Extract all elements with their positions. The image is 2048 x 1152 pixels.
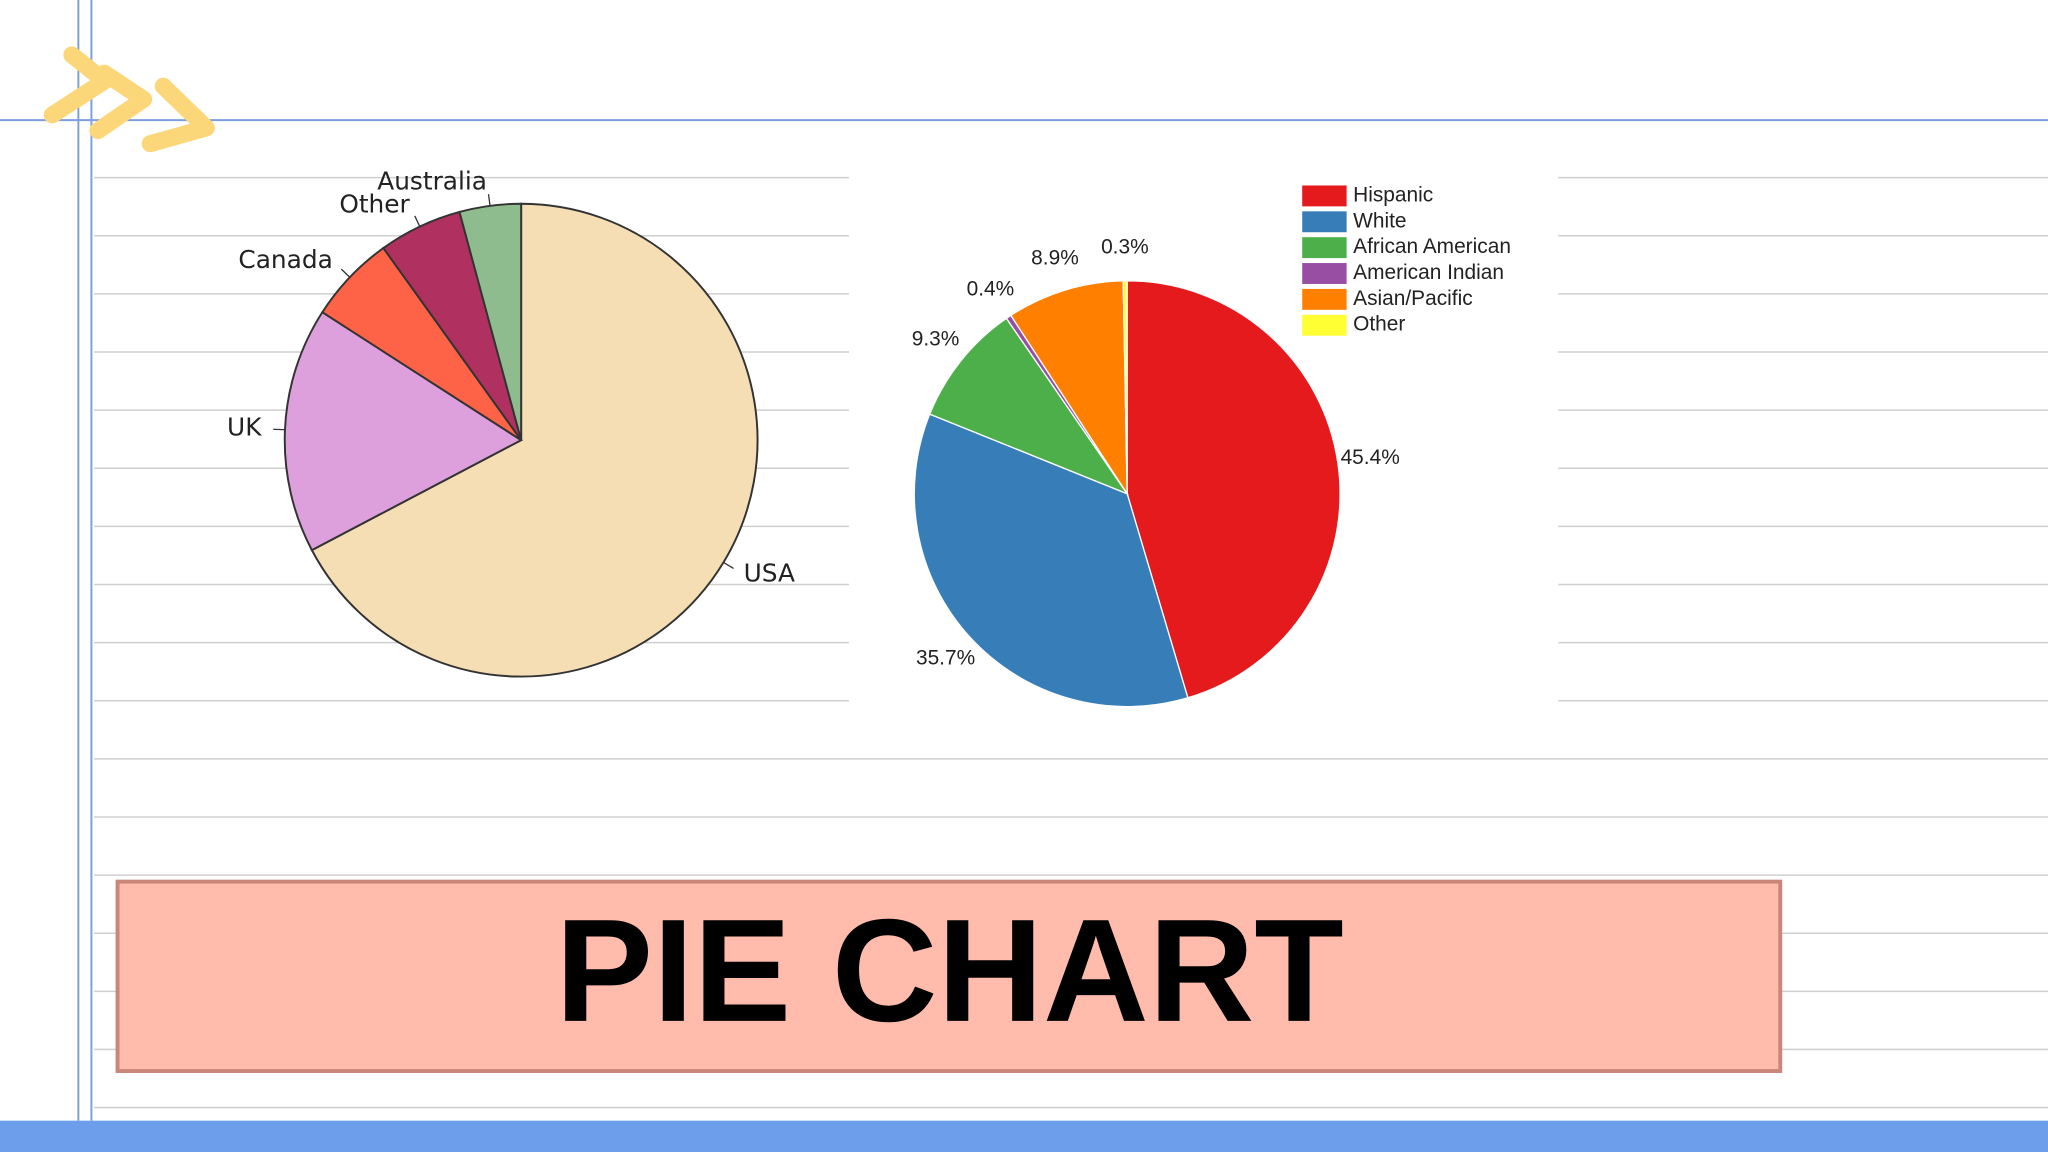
legend-label: Other [1353,313,1405,336]
pie-slice [1126,280,1341,699]
chevrons [43,46,215,153]
slice-label: Canada [238,245,332,274]
legend-label: African American [1353,235,1511,258]
legend-label: American Indian [1353,261,1504,284]
chevron [141,77,215,153]
legend-swatch [1302,263,1347,284]
slice-label: USA [744,559,795,588]
legend-label: White [1353,209,1406,232]
pie-slice [458,202,523,441]
leader-line [723,561,734,570]
legend-swatch [1302,185,1347,207]
legend-swatch [1302,237,1347,259]
leader-line [273,428,285,431]
legend-swatch [1302,288,1347,310]
pie-slice [913,413,1189,708]
slide-title: PIE CHART [555,889,1343,1052]
slice-label: Australia [377,167,487,196]
leader-line [414,215,421,227]
leader-line [340,268,351,278]
legend-swatch [1302,314,1347,336]
pie-chart: 45.4% 35.7% 9.3% 0.4% 8.9% 0.3% Hispanic White A… [912,183,1511,708]
title-box [115,879,1783,1073]
pie-slice [1122,280,1128,494]
value-label: 0.4% [967,277,1015,300]
chevron [89,64,153,140]
legend-label: Asian/Pacific [1353,287,1473,310]
pie-slice [283,310,524,552]
pie-slice [928,317,1129,496]
legend-label: Hispanic [1353,183,1433,206]
legend-swatch [1302,211,1347,233]
value-label: 45.4% [1341,446,1400,469]
value-label: 0.3% [1101,236,1149,259]
pie-slice [1009,280,1128,496]
value-label: 35.7% [916,646,975,669]
value-label: 8.9% [1031,247,1079,270]
leader-line [487,194,491,206]
bottom-bar [0,1120,2048,1152]
value-label: 9.3% [912,328,960,351]
slice-label: UK [227,413,262,442]
pie-slice [310,202,759,678]
slice-label: Other [339,189,410,218]
